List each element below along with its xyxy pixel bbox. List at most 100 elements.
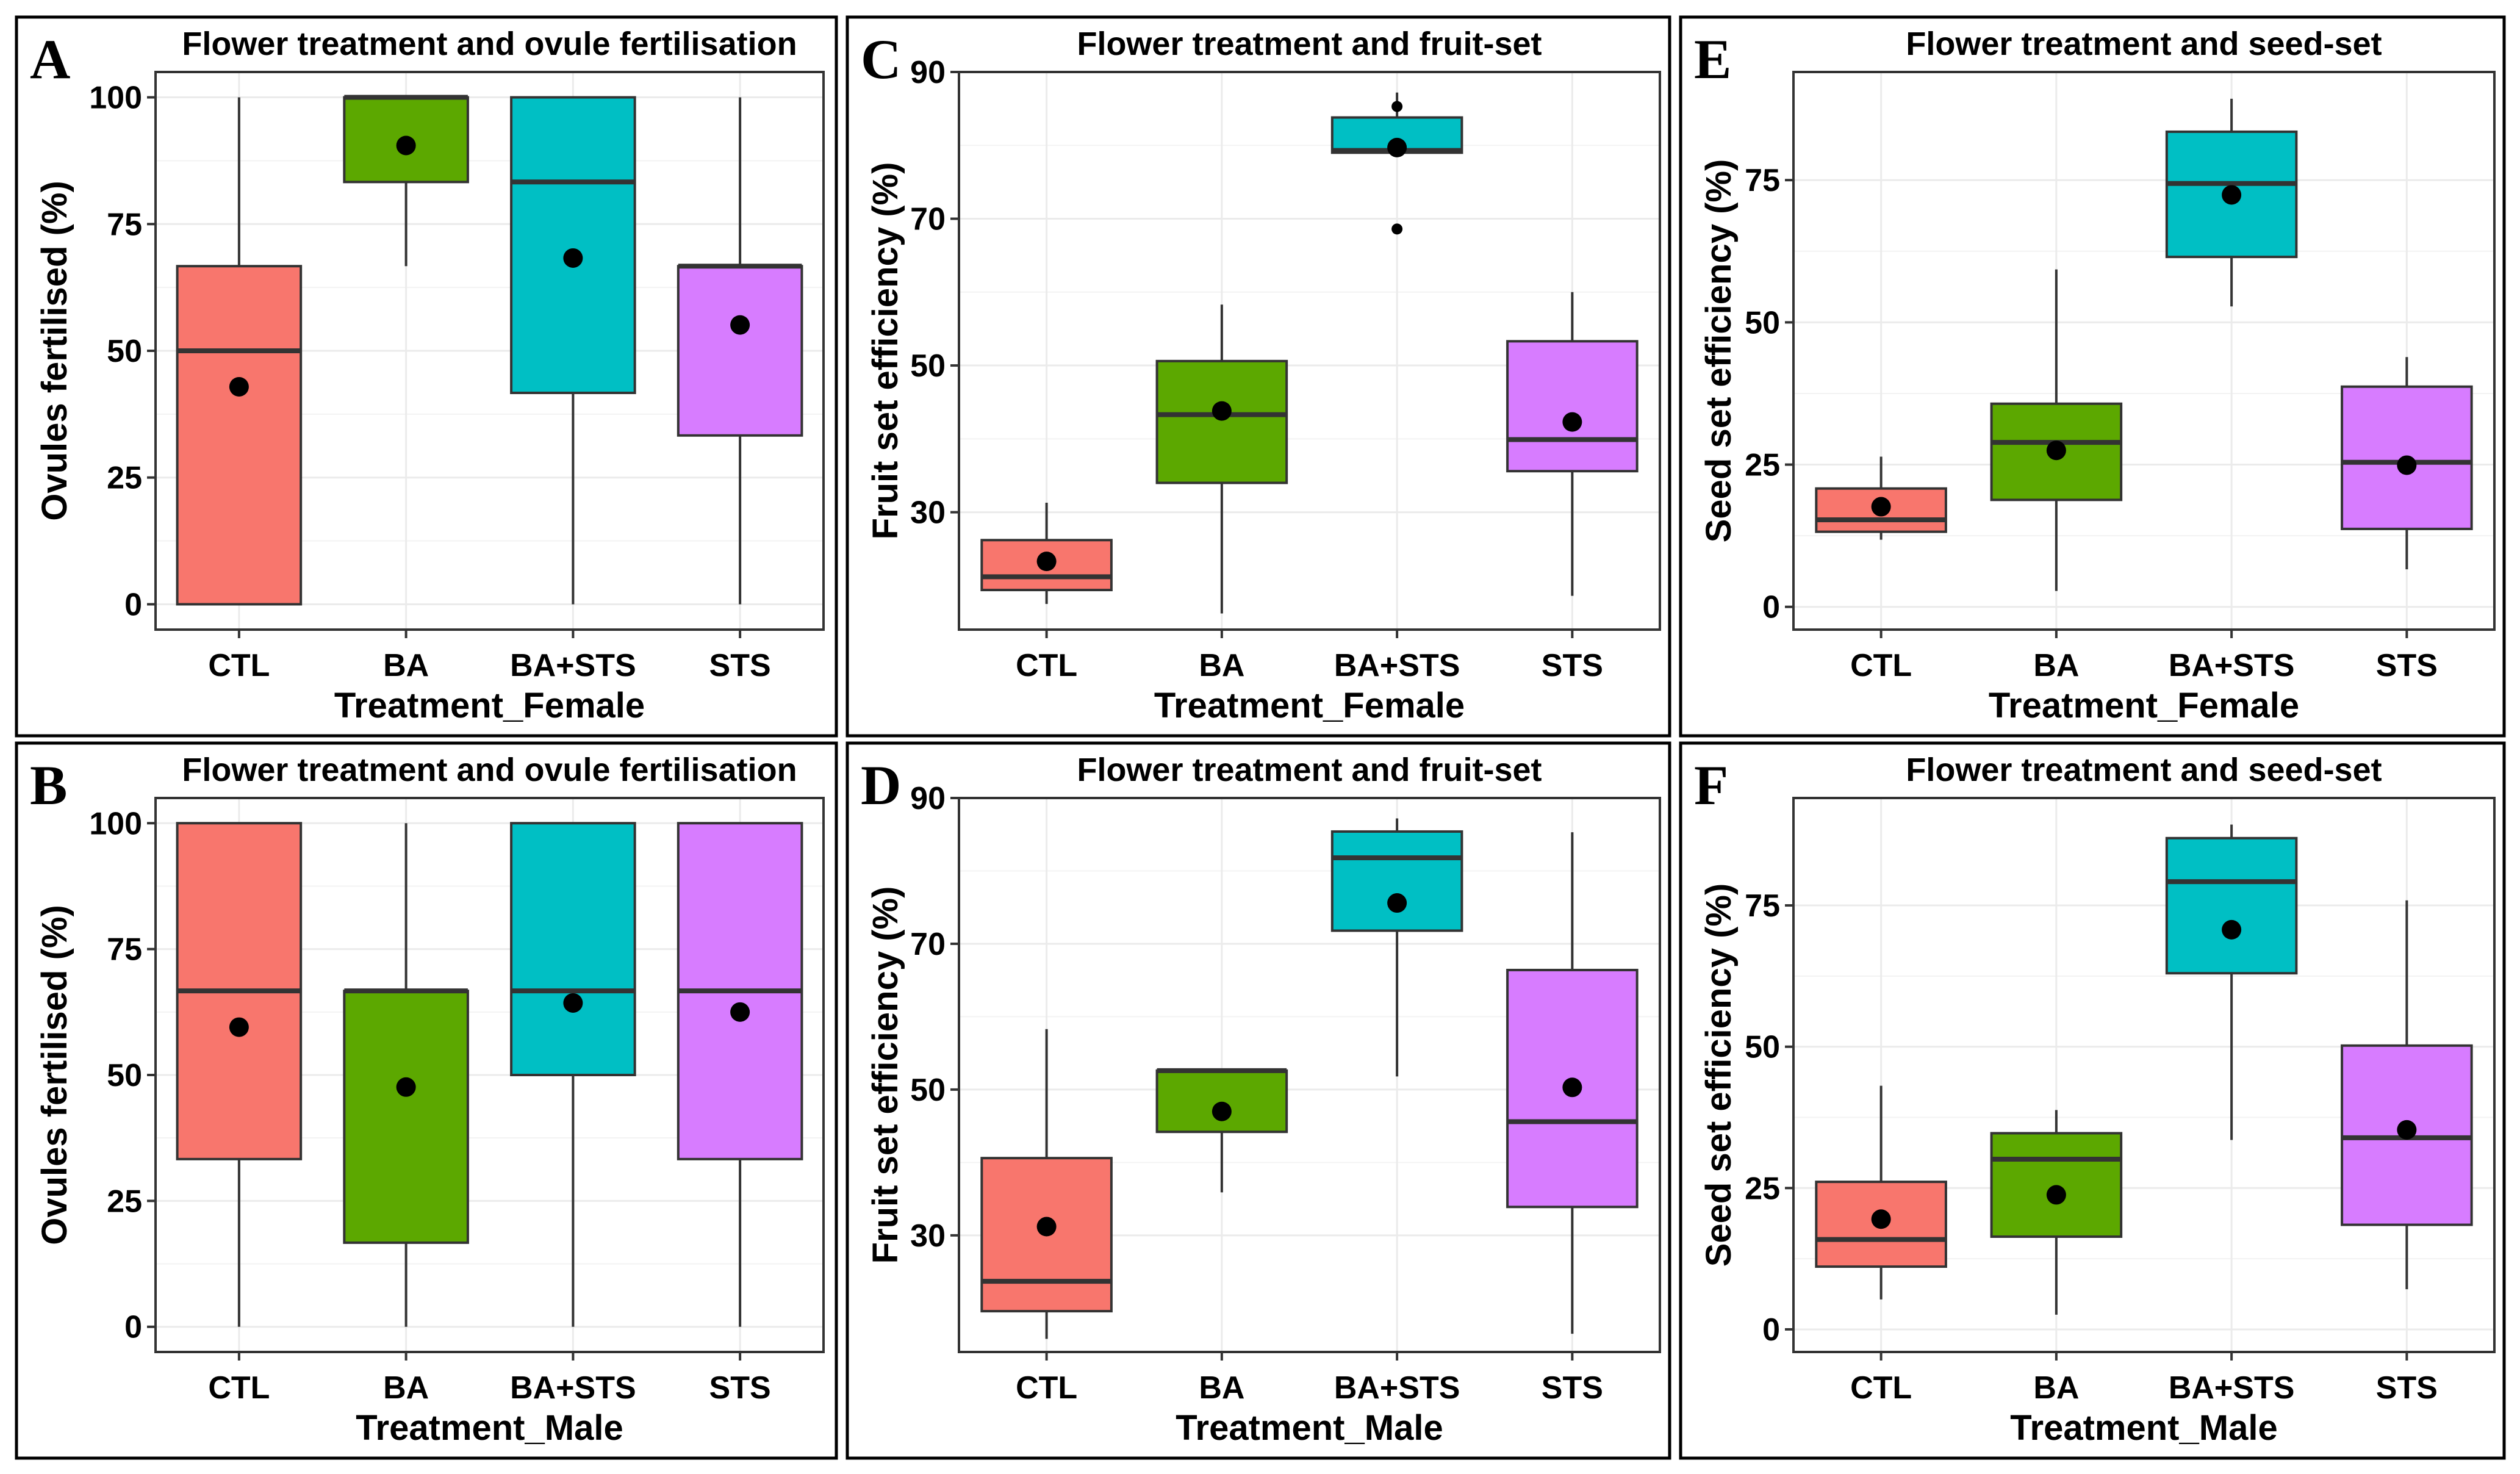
box-body <box>176 265 303 606</box>
x-tick-label: BA <box>1199 648 1244 683</box>
box-sts <box>677 97 803 605</box>
panel-letter: A <box>30 28 70 90</box>
box-ctl <box>980 502 1113 604</box>
box-sts <box>2341 357 2473 570</box>
x-tick-label: BA <box>2033 1370 2079 1406</box>
mean-point <box>1387 137 1407 157</box>
box-ba-plus-sts <box>510 96 636 605</box>
mean-point <box>396 1077 416 1097</box>
panel-frame <box>1679 741 2506 1460</box>
y-axis-title: Ovules fertilised (%) <box>35 905 74 1245</box>
box-body <box>2165 836 2298 975</box>
x-tick-label: CTL <box>208 1370 270 1406</box>
x-axis-title: Treatment_Female <box>1154 686 1465 725</box>
mean-point <box>1036 552 1057 572</box>
box-ctl <box>980 1029 1113 1339</box>
x-tick-label: CTL <box>1016 1370 1077 1406</box>
y-axis-title: Ovules fertilised (%) <box>35 181 74 521</box>
box-ba <box>1990 269 2123 591</box>
mean-point <box>2046 440 2066 461</box>
box-ba-plus-sts <box>510 822 636 1327</box>
x-tick-label: BA+STS <box>1334 648 1460 683</box>
x-tick-label: BA <box>2033 648 2079 683</box>
x-tick-label: CTL <box>1850 648 1912 683</box>
box-ctl <box>176 822 303 1327</box>
box-ba-plus-sts <box>2165 98 2298 307</box>
mean-point <box>1562 412 1582 432</box>
x-tick-label: STS <box>2376 648 2438 683</box>
box-ba-plus-sts <box>2165 824 2298 1140</box>
mean-point <box>730 315 750 335</box>
mean-point <box>2397 1120 2417 1140</box>
y-axis-title: Seed set efficiency (%) <box>1699 159 1739 543</box>
y-tick-label: 50 <box>1745 305 1780 340</box>
x-tick-label: STS <box>709 648 771 683</box>
y-axis-title: Seed set efficiency (%) <box>1699 883 1739 1267</box>
box-ba-plus-sts <box>1330 92 1463 235</box>
box-body <box>1506 340 1639 473</box>
box-sts <box>1506 292 1639 596</box>
chart-panel-b: 0 25 50 75 100 CTL BA BA+STS STS Flower treatment… <box>15 741 838 1460</box>
x-axis-title: Treatment_Male <box>1176 1408 1443 1448</box>
box-ba-plus-sts <box>1330 818 1463 1077</box>
y-tick-label: 75 <box>1745 163 1780 198</box>
chart-title: Flower treatment and seed-set <box>1906 26 2382 62</box>
x-tick-label: BA <box>1199 1370 1244 1406</box>
box-ctl <box>1815 456 1947 540</box>
y-tick-label: 50 <box>910 1073 946 1108</box>
x-axis-title: Treatment_Male <box>356 1408 623 1448</box>
box-ba <box>1155 1068 1288 1193</box>
x-tick-label: BA+STS <box>2169 1370 2295 1406</box>
panel-frame <box>845 741 1671 1460</box>
y-tick-label: 25 <box>1745 448 1780 483</box>
y-tick-label: 25 <box>107 1184 142 1219</box>
chart-title: Flower treatment and ovule fertilisation <box>182 752 797 788</box>
box-sts <box>677 822 803 1327</box>
y-tick-label: 90 <box>910 781 946 816</box>
y-tick-label: 0 <box>124 1310 142 1345</box>
panel-letter: C <box>861 28 901 90</box>
y-tick-label: 50 <box>107 334 142 369</box>
box-ba <box>1155 304 1288 614</box>
panel-letter: B <box>30 754 67 816</box>
box-body <box>1155 1069 1288 1134</box>
chart-panel-f: 0 25 50 75 CTL BA BA+STS STS Flower treatment an… <box>1679 741 2506 1460</box>
mean-point <box>1212 1101 1232 1121</box>
mean-point <box>396 135 416 156</box>
y-tick-label: 30 <box>910 495 946 531</box>
y-axis-title: Fruit set efficiency (%) <box>866 886 905 1264</box>
y-tick-label: 75 <box>107 932 142 968</box>
mean-point <box>2397 455 2417 475</box>
plot-border <box>1792 797 2496 1353</box>
mean-point <box>2222 185 2242 205</box>
y-tick-label: 30 <box>910 1218 946 1254</box>
plot-border <box>958 71 1661 631</box>
x-tick-label: BA+STS <box>510 1370 636 1406</box>
y-tick-label: 0 <box>1762 590 1780 625</box>
box-body <box>1990 1132 2123 1238</box>
box-body <box>1155 359 1288 484</box>
box-body <box>510 822 636 1076</box>
plot-border <box>1792 71 2496 631</box>
mean-point <box>2222 919 2242 940</box>
mean-point <box>229 1017 249 1037</box>
x-tick-label: CTL <box>1850 1370 1912 1406</box>
x-axis-title: Treatment_Male <box>2010 1408 2277 1448</box>
box-ctl <box>1815 1085 1947 1300</box>
x-tick-label: STS <box>709 1370 771 1406</box>
panel-letter: F <box>1694 754 1728 816</box>
x-tick-label: STS <box>2376 1370 2438 1406</box>
y-axis-title: Fruit set efficiency (%) <box>866 162 905 540</box>
mean-point <box>1036 1217 1057 1237</box>
chart-panel-a: 0 25 50 75 100 CTL BA BA+STS STS Flower treatment… <box>15 15 838 738</box>
mean-point <box>1871 497 1891 517</box>
box-body <box>677 265 803 437</box>
y-tick-label: 50 <box>107 1058 142 1093</box>
y-tick-label: 70 <box>910 202 946 237</box>
y-tick-label: 0 <box>1762 1312 1780 1348</box>
y-tick-label: 100 <box>89 806 142 841</box>
x-axis-title: Treatment_Female <box>1989 686 2299 725</box>
box-ba <box>343 823 469 1327</box>
y-tick-label: 90 <box>910 55 946 90</box>
